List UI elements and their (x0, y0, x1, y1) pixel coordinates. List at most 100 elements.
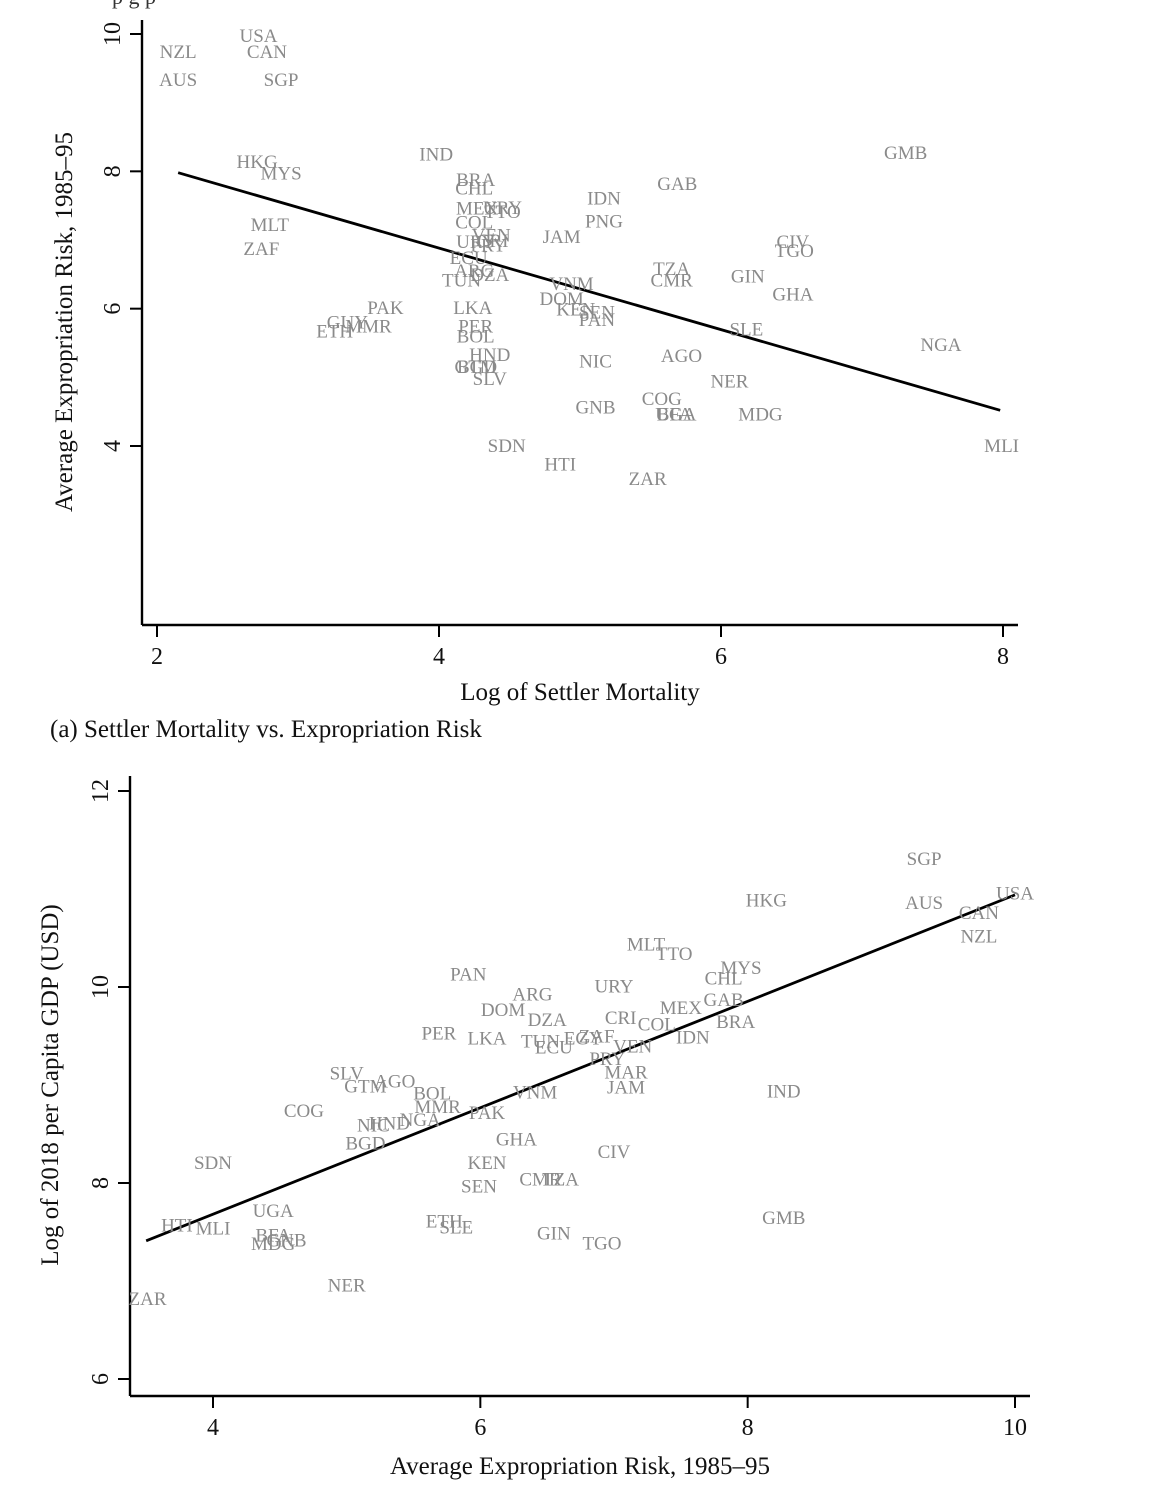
panel-a-point-label: TTO (484, 202, 521, 223)
panel-a-point-label: PER (458, 317, 493, 338)
panel-a-x-tick-label: 2 (151, 644, 163, 670)
panel-a-point-label: SGP (264, 70, 299, 91)
panel-b-point-label: VNM (513, 1082, 557, 1103)
panel-b-point-label: GMB (762, 1208, 805, 1229)
panel-b-point-label: SLE (439, 1218, 473, 1239)
panel-a-point-label: MMR (345, 317, 392, 338)
panel-a-point-label: HKG (237, 152, 278, 173)
panel-b-point-label: NZL (960, 927, 997, 948)
panel-b-point-label: LKA (467, 1028, 506, 1049)
panel-b-point-label: AUS (905, 893, 943, 914)
panel-a-point-label: NGA (920, 335, 961, 356)
panel-a-caption: (a) Settler Mortality vs. Expropriation … (50, 716, 482, 743)
panel-a-point-label: SLV (473, 369, 507, 390)
panel-a-point-label: MYS (260, 164, 301, 185)
panel-a-point-label: MDG (738, 405, 783, 426)
panel-b-point-label: PAK (469, 1103, 506, 1124)
panel-a-point-label: NZL (160, 42, 197, 63)
panel-b-point-label: HTI (161, 1216, 193, 1237)
panel-a-point-label: GUY (327, 313, 368, 334)
panel-b-point-label: TTO (656, 944, 693, 965)
panel-a-point-label: NIC (579, 352, 612, 373)
panel-a-point-label: UGA (655, 405, 696, 426)
panel-b-point-label: TUN (521, 1031, 560, 1052)
panel-b-point-label: BFA (255, 1225, 291, 1246)
panel-b-y-tick-label: 12 (88, 779, 114, 803)
panel-b-point-label: ECU (535, 1037, 573, 1058)
panel-a-point-label: CRI (477, 231, 509, 252)
panel-a-point-label: SLE (729, 319, 763, 340)
panel-a-point-label: BRA (456, 170, 495, 191)
panel-a-point-label: BGD (457, 357, 497, 378)
panel-b-point-label: URY (594, 977, 633, 998)
panel-a-point-label: BFA (657, 405, 693, 426)
panel-a-point-label: NER (710, 372, 748, 393)
panel-b-x-axis-title: Average Expropriation Risk, 1985–95 (390, 1453, 770, 1480)
panel-b-point-label: VEN (613, 1036, 652, 1057)
panel-b-point-label: CAN (959, 903, 999, 924)
panel-b-point-label: GTM (344, 1076, 386, 1097)
panel-b-point-label: HND (369, 1114, 410, 1135)
panel-b-point-label: IDN (676, 1027, 710, 1048)
panel-a-point-label: MLI (984, 436, 1019, 457)
panel-b-point-label: HKG (746, 890, 787, 911)
panel-b-fit-line (145, 893, 1016, 1243)
panel-b-point-label: DOM (481, 1000, 525, 1021)
panel-b-point-label: JAM (607, 1077, 645, 1098)
panel-b-point-label: MAR (604, 1063, 648, 1084)
panel-a-point-label: GHA (772, 284, 813, 305)
panel-a-point-label: AGO (661, 346, 702, 367)
panel-b-point-label: GNB (266, 1230, 306, 1251)
panel-b-point-label: CHL (705, 969, 743, 990)
panel-a-point-label: PRY (470, 236, 506, 257)
panel-b-point-label: TGO (582, 1233, 621, 1254)
panel-a-x-axis-title: Log of Settler Mortality (460, 679, 700, 706)
panel-a-point-label: DZA (470, 265, 509, 286)
panel-b-point-label: TZA (542, 1170, 579, 1191)
panel-b-x-tick-label: 8 (742, 1415, 754, 1441)
panel-a-point-label: PNG (585, 212, 623, 233)
panel-a-point-label: COL (455, 212, 493, 233)
panel-b-point-label: MYS (720, 958, 761, 979)
panel-a-point-label: LKA (453, 298, 492, 319)
panel-a-point-label: MEX (456, 199, 499, 220)
panel-a-point-label: IND (419, 144, 453, 165)
panel-a-point-label: TZA (653, 259, 690, 280)
panel-a-point-label: IDN (587, 188, 621, 209)
panel-b-point-label: CMR (519, 1170, 562, 1191)
panel-b-point-label: MMR (414, 1097, 461, 1118)
panel-b-x-tick-label: 10 (1003, 1415, 1027, 1441)
panel-a-point-label: USA (240, 26, 278, 47)
panel-a-point-label: GTM (455, 357, 497, 378)
panel-a-point-label: ARG (454, 261, 494, 282)
panel-b-point-label: BRA (716, 1012, 755, 1033)
panel-b-point-label: USA (996, 883, 1034, 904)
panel-b-point-label: SEN (461, 1176, 497, 1197)
panel-a-point-label: AUS (159, 70, 197, 91)
panel-a-point-label: PAK (367, 298, 404, 319)
panel-b-point-label: SGP (907, 849, 942, 870)
panel-b-point-label: ZAR (129, 1289, 167, 1310)
panel-b-point-label: SLV (330, 1064, 364, 1085)
panel-a-y-tick-label: 8 (100, 165, 126, 177)
panel-b-point-label: NER (328, 1275, 366, 1296)
panel-b-point-label: MEX (660, 998, 703, 1019)
panel-a-y-tick-label: 6 (100, 303, 126, 315)
panel-a-point-label: HTI (544, 455, 576, 476)
panel-b-x-tick-label: 6 (474, 1415, 486, 1441)
panel-b-point-label: GAB (704, 990, 744, 1011)
panel-b-point-label: CRI (605, 1008, 637, 1029)
panel-b-point-label: IND (767, 1081, 801, 1102)
panel-a-point-label: DOM (539, 289, 583, 310)
panel-a-x-tick-label: 6 (715, 644, 727, 670)
panel-a-x-tick-label: 8 (997, 644, 1009, 670)
panel-a-point-label: KEN (556, 300, 595, 321)
panel-a-point-label: VNM (549, 274, 593, 295)
panel-a-point-label: URY (483, 198, 522, 219)
panel-b-point-label: PAN (450, 965, 487, 986)
panel-a-point-label: GMB (884, 143, 927, 164)
panel-a-point-label: CMR (651, 271, 694, 292)
panel-a-point-label: VEN (472, 225, 511, 246)
panel-b-point-label: GHA (496, 1129, 537, 1150)
panel-b-point-label: COL (638, 1015, 676, 1036)
